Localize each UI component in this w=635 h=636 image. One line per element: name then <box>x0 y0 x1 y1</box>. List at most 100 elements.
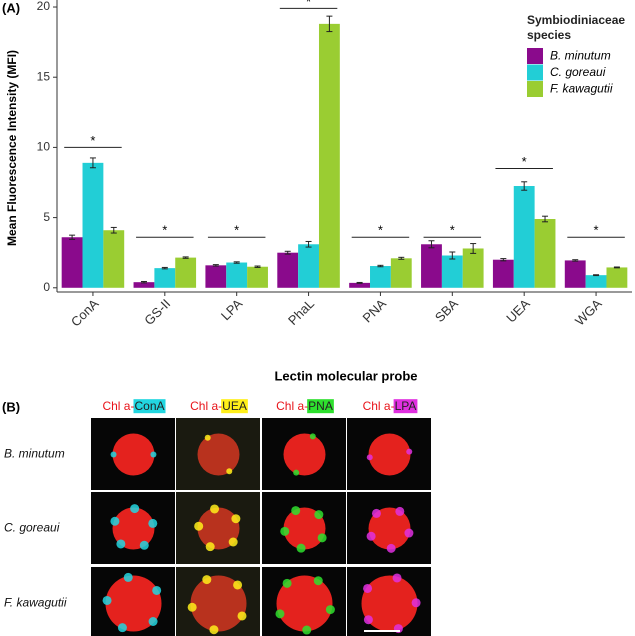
significance-label: * <box>378 223 383 238</box>
bar <box>205 265 227 288</box>
stain <box>366 454 373 461</box>
error-bar <box>110 226 117 234</box>
cell <box>283 433 326 476</box>
bar <box>103 230 125 288</box>
stain <box>102 595 112 605</box>
error-bar <box>212 264 219 267</box>
legend-swatch <box>527 81 543 97</box>
error-bar <box>593 274 600 277</box>
stain <box>116 539 126 549</box>
bar <box>441 255 463 288</box>
bar <box>349 282 371 288</box>
error-bar <box>254 265 261 268</box>
column-header: Chl a-LPA <box>363 399 417 413</box>
error-bar <box>449 251 456 260</box>
row-label: B. minutum <box>4 447 65 461</box>
x-tick-label: SBA <box>432 296 461 325</box>
cell <box>361 575 418 632</box>
bar <box>318 23 340 288</box>
bar <box>226 262 248 288</box>
bar <box>492 259 514 288</box>
cell <box>283 507 326 550</box>
cell <box>197 507 240 550</box>
stain <box>110 516 120 526</box>
probe-highlight <box>393 399 418 414</box>
bar <box>175 257 197 288</box>
stain <box>139 540 149 550</box>
stain <box>231 514 241 524</box>
y-tick-label: 20 <box>37 0 51 13</box>
error-bar <box>542 215 549 223</box>
stain <box>110 451 117 458</box>
x-tick-label: WGA <box>572 296 605 329</box>
stain <box>152 585 162 595</box>
probe-highlight <box>133 399 166 414</box>
stain <box>395 506 405 516</box>
column-header: Chl a-UEA <box>190 399 247 413</box>
error-bar <box>233 261 240 264</box>
error-bar <box>161 266 168 270</box>
cell <box>190 575 247 632</box>
error-bar <box>613 266 620 269</box>
stain <box>363 615 373 625</box>
probe-highlight <box>307 399 334 414</box>
bar <box>390 258 412 288</box>
pigment-label: Chl a- <box>363 399 395 413</box>
bar <box>61 237 83 288</box>
stain <box>275 609 285 619</box>
panel-label: (A) <box>2 0 20 15</box>
probe-label: PNA <box>308 399 333 413</box>
significance-label: * <box>306 0 311 9</box>
stain <box>194 521 204 531</box>
pigment-label: Chl a- <box>276 399 308 413</box>
x-tick-label: LPA <box>218 296 246 324</box>
stain <box>202 575 212 585</box>
stain <box>228 537 238 547</box>
stain <box>280 526 290 536</box>
row-label: C. goreaui <box>4 521 60 535</box>
stain <box>282 578 292 588</box>
stain <box>237 611 247 621</box>
stain <box>204 434 211 441</box>
bar <box>421 244 442 288</box>
probe-highlight <box>221 399 248 414</box>
panel-label: (B) <box>2 399 20 414</box>
error-bar <box>326 15 333 33</box>
stain <box>209 625 219 635</box>
x-tick-label: PhaL <box>285 296 317 328</box>
probe-label: LPA <box>395 399 417 413</box>
significance-label: * <box>90 133 95 148</box>
significance-label: * <box>234 223 239 238</box>
y-axis-title: Mean Fluorescence Intensity (MFI) <box>5 50 19 246</box>
significance-label: * <box>162 223 167 238</box>
legend-label: F. kawagutii <box>550 82 613 96</box>
error-bar <box>377 264 384 268</box>
x-axis-title: Lectin molecular probe <box>274 368 417 383</box>
stain <box>411 598 421 608</box>
bar <box>277 252 299 288</box>
stain <box>187 602 197 612</box>
cell <box>197 433 240 476</box>
cell <box>112 433 155 476</box>
probe-label: UEA <box>222 399 247 413</box>
column-header: Chl a-PNA <box>276 399 333 413</box>
cell <box>105 575 162 632</box>
legend-label: C. goreaui <box>550 65 606 79</box>
bar <box>462 248 484 288</box>
stain <box>363 583 373 593</box>
significance-label: * <box>450 223 455 238</box>
stain <box>291 506 301 516</box>
bar <box>82 162 104 288</box>
stain <box>317 533 327 543</box>
stain <box>233 580 243 590</box>
stain <box>148 617 158 627</box>
error-bar <box>521 181 528 191</box>
bar <box>564 260 586 288</box>
bar <box>133 282 155 288</box>
error-bar <box>428 240 435 249</box>
stain <box>406 448 413 455</box>
error-bar <box>69 234 76 240</box>
stain <box>404 528 414 538</box>
significance-label: * <box>594 223 599 238</box>
stain <box>150 451 157 458</box>
